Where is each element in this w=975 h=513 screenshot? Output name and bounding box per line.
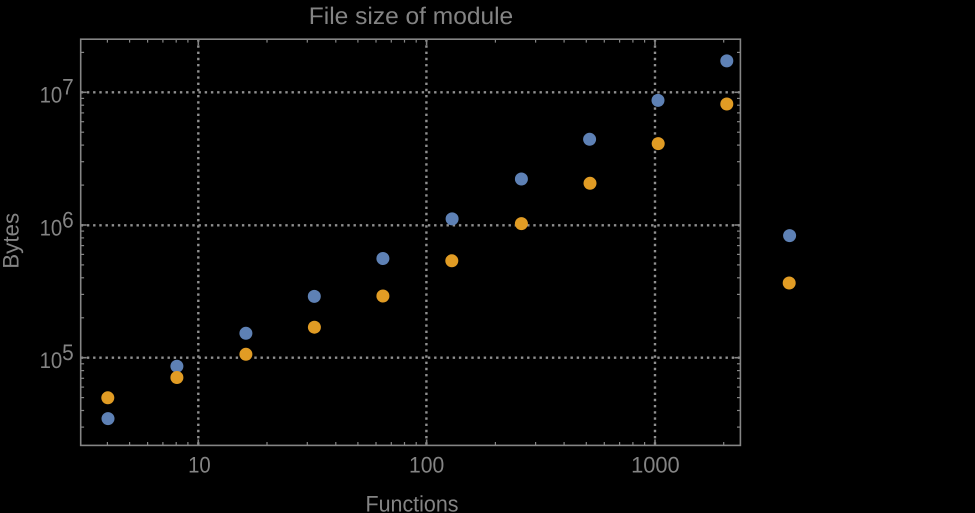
svg-text:5: 5 — [62, 340, 74, 365]
svg-text:10: 10 — [40, 348, 63, 373]
svg-text:7: 7 — [62, 75, 74, 100]
svg-text:Functions: Functions — [366, 491, 459, 513]
svg-text:100: 100 — [409, 452, 444, 477]
svg-text:10: 10 — [40, 216, 63, 241]
svg-text:Bytes: Bytes — [0, 213, 23, 269]
svg-text:1000: 1000 — [631, 452, 680, 477]
svg-text:File size of module: File size of module — [309, 3, 513, 30]
svg-text:6: 6 — [62, 208, 74, 233]
svg-text:10: 10 — [40, 83, 63, 108]
svg-text:10: 10 — [188, 452, 211, 477]
